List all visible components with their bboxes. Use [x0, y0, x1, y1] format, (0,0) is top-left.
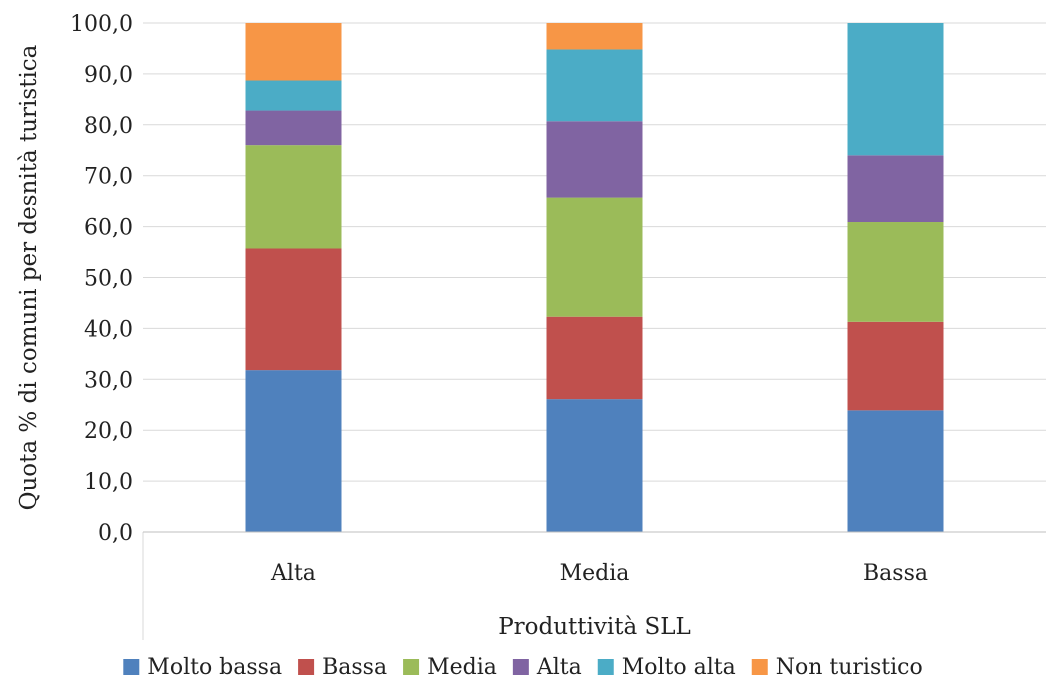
bar-segment	[546, 23, 643, 50]
legend-swatch	[403, 659, 420, 675]
y-tick-label: 100,0	[70, 12, 133, 37]
y-tick-label: 0,0	[98, 521, 133, 546]
x-axis-title: Produttività SLL	[498, 614, 691, 640]
y-tick-label: 10,0	[84, 470, 133, 495]
legend-label: Molto bassa	[147, 655, 282, 680]
bar-segment	[546, 197, 643, 317]
bar-segment	[245, 110, 342, 146]
y-tick-label: 40,0	[84, 317, 133, 342]
bars	[245, 23, 944, 532]
x-tick-label: Bassa	[863, 561, 928, 586]
bar-segment	[245, 248, 342, 371]
bar-segment	[847, 321, 944, 411]
legend-item: Non turistico	[751, 655, 923, 680]
legend-item: Bassa	[298, 655, 387, 680]
y-tick-label: 60,0	[84, 216, 133, 241]
bar-segment	[245, 80, 342, 111]
y-tick-label: 70,0	[84, 165, 133, 190]
axes: 0,0 10,0 20,0 30,0 40,0 50,0 60,0 70,0 80,0 90,0 1…	[70, 12, 1046, 640]
y-tick-label: 30,0	[84, 368, 133, 393]
legend-item: Molto bassa	[123, 655, 282, 680]
bar-segment	[245, 23, 342, 81]
y-axis-title: Quota % di comuni per desnità turistica	[16, 44, 42, 510]
y-tick-label: 80,0	[84, 114, 133, 139]
x-tick-label: Alta	[270, 561, 316, 586]
legend-label: Molto alta	[622, 655, 736, 680]
bar-segment	[546, 399, 643, 532]
legend-item: Molto alta	[597, 655, 736, 680]
legend-swatch	[512, 659, 529, 675]
bar-segment	[546, 316, 643, 400]
legend-label: Alta	[536, 655, 582, 680]
bar-segment	[847, 23, 944, 156]
legend-swatch	[123, 659, 140, 675]
bar-segment	[245, 370, 342, 532]
bar-segment	[847, 410, 944, 532]
y-tick-label: 90,0	[84, 63, 133, 88]
legend-swatch	[298, 659, 315, 675]
legend: Molto bassa Bassa Media Alta Molto alta Non t…	[123, 655, 923, 680]
legend-label: Media	[427, 655, 497, 680]
bar-segment	[847, 155, 944, 223]
legend-label: Non turistico	[776, 655, 923, 680]
legend-swatch	[597, 659, 614, 675]
legend-item: Alta	[512, 655, 582, 680]
y-tick-label: 50,0	[84, 267, 133, 292]
bar-segment	[847, 222, 944, 322]
bar-segment	[245, 145, 342, 249]
x-tick-label: Media	[560, 561, 630, 586]
legend-label: Bassa	[322, 655, 387, 680]
legend-swatch	[751, 659, 768, 675]
bar-segment	[546, 121, 643, 198]
legend-item: Media	[403, 655, 497, 680]
bar-segment	[546, 49, 643, 122]
y-tick-label: 20,0	[84, 419, 133, 444]
